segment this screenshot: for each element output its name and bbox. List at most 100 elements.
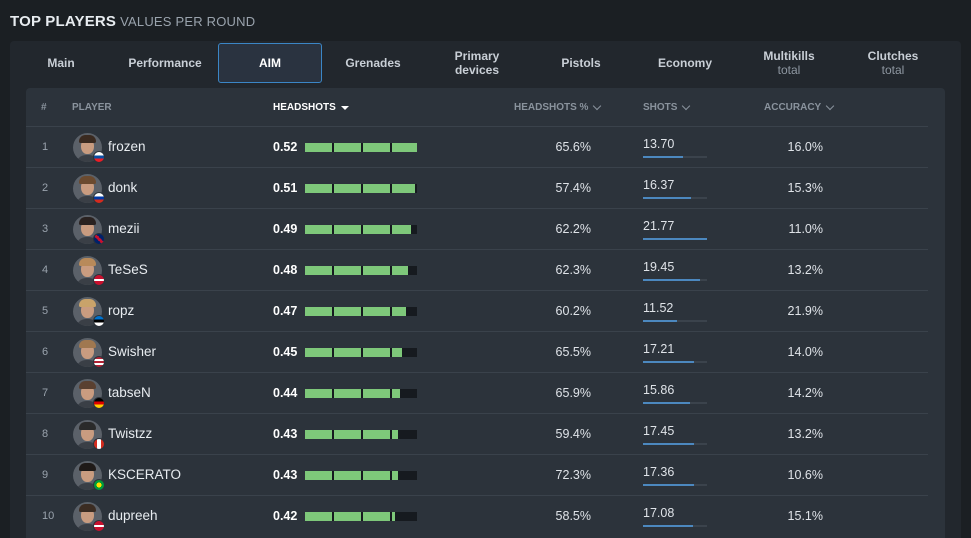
usa-flag-icon [93, 356, 105, 368]
tab-label: Main [47, 56, 75, 70]
page-subtitle: VALUES PER ROUND [120, 14, 256, 29]
player-name[interactable]: ropz [108, 303, 135, 318]
player-name[interactable]: TeSeS [108, 262, 148, 277]
germany-flag-icon [93, 397, 105, 409]
table-row[interactable]: 6 Swisher 0.45 65.5% 17.21 14.0% [26, 331, 928, 373]
player-name[interactable]: tabseN [108, 385, 151, 400]
slovakia-flag-icon [93, 151, 105, 163]
shots-value: 17.36 [643, 465, 675, 479]
tab-main[interactable]: Main [26, 43, 96, 83]
headshots-pct-value: 65.6% [555, 140, 591, 154]
table-row[interactable]: 2 donk 0.51 57.4% 16.37 15.3% [26, 167, 928, 209]
player-name[interactable]: mezii [108, 221, 140, 236]
chevron-down-icon [682, 101, 691, 111]
headshots-bar-fill [305, 307, 406, 316]
rank-cell: 7 [42, 387, 49, 399]
tab-primary-devices[interactable]: Primary devices [430, 43, 524, 83]
avatar[interactable] [73, 174, 102, 203]
headshots-value: 0.44 [273, 386, 298, 400]
estonia-flag-icon [93, 315, 105, 327]
headshots-bar [305, 430, 417, 439]
shots-bar-fill [643, 279, 700, 281]
shots-bar-fill [643, 443, 694, 445]
tab-economy[interactable]: Economy [640, 43, 730, 83]
tab-multikills[interactable]: Multikills total [740, 43, 838, 83]
table-row[interactable]: 4 TeSeS 0.48 62.3% 19.45 13.2% [26, 249, 928, 291]
shots-bar [643, 443, 707, 445]
chevron-down-icon [593, 101, 602, 111]
player-name[interactable]: Twistzz [108, 426, 153, 441]
shots-value: 17.45 [643, 424, 675, 438]
shots-value: 13.70 [643, 137, 675, 151]
player-name[interactable]: KSCERATO [108, 467, 182, 482]
headshots-bar [305, 471, 417, 480]
headshots-pct-value: 58.5% [555, 509, 591, 523]
tab-performance[interactable]: Performance [116, 43, 214, 83]
col-headshots-label: HEADSHOTS [273, 102, 336, 113]
headshots-bar [305, 184, 417, 193]
table-row[interactable]: 3 mezii 0.49 62.2% 21.77 11.0% [26, 208, 928, 250]
headshots-bar [305, 389, 417, 398]
table-row[interactable]: 7 tabseN 0.44 65.9% 15.86 14.2% [26, 372, 928, 414]
table-row[interactable]: 10 dupreeh 0.42 58.5% 17.08 15.1% [26, 495, 928, 537]
table-row[interactable]: 8 Twistzz 0.43 59.4% 17.45 13.2% [26, 413, 928, 455]
headshots-pct-value: 72.3% [555, 468, 591, 482]
accuracy-value: 11.0% [788, 222, 823, 236]
avatar[interactable] [73, 133, 102, 162]
shots-value: 16.37 [643, 178, 675, 192]
col-shots-label: SHOTS [643, 102, 678, 113]
headshots-value: 0.48 [273, 263, 298, 277]
shots-bar [643, 361, 707, 363]
canada-flag-icon [93, 438, 105, 450]
sort-desc-icon [340, 105, 349, 110]
tab-label: Economy [657, 56, 712, 70]
uk-flag-icon [93, 233, 105, 245]
headshots-value: 0.51 [273, 181, 298, 195]
avatar[interactable] [73, 420, 102, 449]
table-row[interactable]: 9 KSCERATO 0.43 72.3% 17.36 10.6% [26, 454, 928, 496]
shots-bar-fill [643, 156, 683, 158]
tab-aim[interactable]: AIM [218, 43, 322, 83]
headshots-bar-fill [305, 225, 411, 234]
shots-value: 11.52 [643, 301, 674, 315]
col-shots-sort[interactable]: SHOTS [643, 101, 691, 113]
shots-value: 17.08 [643, 506, 675, 520]
shots-bar-fill [643, 197, 691, 199]
shots-value: 21.77 [643, 219, 675, 233]
col-accuracy-sort[interactable]: ACCURACY [764, 101, 835, 113]
shots-bar-fill [643, 361, 694, 363]
headshots-value: 0.45 [273, 345, 298, 359]
tab-grenades[interactable]: Grenades [328, 43, 418, 83]
tab-clutches[interactable]: Clutches total [844, 43, 942, 83]
col-headshots-sort[interactable]: HEADSHOTS [273, 102, 349, 113]
russia-flag-icon [93, 192, 105, 204]
rank-cell: 3 [42, 223, 49, 235]
col-headshots-pct-label: HEADSHOTS % [514, 102, 589, 113]
accuracy-value: 14.2% [787, 386, 823, 400]
tab-sublabel: total [881, 63, 905, 77]
headshots-bar [305, 307, 417, 316]
headshots-pct-value: 65.5% [555, 345, 591, 359]
accuracy-value: 13.2% [787, 263, 823, 277]
headshots-bar-fill [305, 184, 415, 193]
rank-cell: 2 [42, 182, 49, 194]
chevron-down-icon [825, 101, 835, 111]
avatar[interactable] [73, 379, 102, 408]
player-name[interactable]: donk [108, 180, 138, 195]
headshots-value: 0.47 [273, 304, 298, 318]
player-name[interactable]: dupreeh [108, 508, 158, 523]
shots-bar [643, 238, 707, 240]
tab-label: Primary [454, 49, 500, 63]
headshots-value: 0.52 [273, 140, 298, 154]
table-row[interactable]: 5 ropz 0.47 60.2% 11.52 21.9% [26, 290, 928, 332]
headshots-value: 0.43 [273, 468, 298, 482]
page-title-main: TOP PLAYERS [10, 13, 117, 30]
player-name[interactable]: Swisher [108, 344, 157, 359]
player-name[interactable]: frozen [108, 139, 146, 154]
col-headshots-pct-sort[interactable]: HEADSHOTS % [514, 101, 602, 113]
headshots-bar-fill [305, 143, 417, 152]
tab-pistols[interactable]: Pistols [536, 43, 626, 83]
table-row[interactable]: 1 frozen 0.52 65.6% 13.70 16.0% [26, 126, 928, 168]
avatar[interactable] [73, 338, 102, 367]
tab-label: Clutches [867, 49, 919, 63]
